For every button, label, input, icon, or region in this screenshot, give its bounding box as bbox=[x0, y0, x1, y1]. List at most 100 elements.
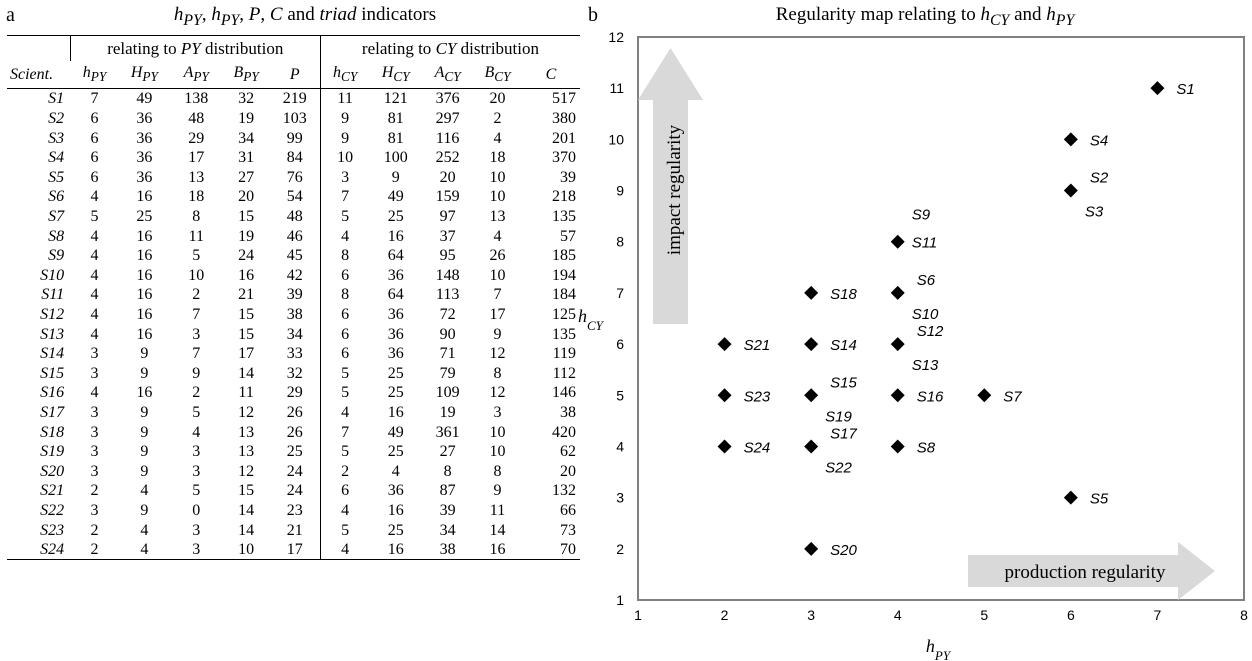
column-header: ACY bbox=[434, 64, 461, 85]
value-cell: 84 bbox=[286, 149, 303, 167]
value-cell: 4 bbox=[90, 306, 99, 324]
value-cell: 6 bbox=[90, 129, 99, 147]
table-row: S1 7 49 138 32 219 11 121 376 20 517 bbox=[7, 88, 580, 109]
value-cell: 32 bbox=[238, 90, 255, 108]
point-label: S21 bbox=[744, 337, 771, 354]
value-cell: 16 bbox=[238, 266, 255, 284]
value-cell: 116 bbox=[435, 129, 460, 147]
indicator-table-wrap: relating to PY distribution relating to … bbox=[7, 35, 580, 560]
value-cell: 14 bbox=[238, 501, 255, 519]
value-cell: 4 bbox=[90, 188, 99, 206]
value-cell: 219 bbox=[282, 90, 307, 108]
table-row: S11 4 16 2 21 39 8 64 113 7 184 bbox=[7, 285, 580, 305]
value-cell: 13 bbox=[238, 423, 255, 441]
value-cell: 3 bbox=[90, 501, 99, 519]
value-cell: 36 bbox=[387, 325, 404, 343]
value-cell: 38 bbox=[286, 306, 303, 324]
value-cell: 18 bbox=[489, 149, 506, 167]
value-cell: 7 bbox=[319, 422, 370, 442]
table-row: S15 3 9 9 14 32 5 25 79 8 112 bbox=[7, 363, 580, 384]
value-cell: 16 bbox=[136, 286, 153, 304]
point-label: S8 bbox=[917, 439, 936, 456]
value-cell: 16 bbox=[387, 227, 404, 245]
scientist-cell: S9 bbox=[48, 247, 65, 265]
value-cell: 9 bbox=[319, 108, 370, 129]
scientist-cell: S12 bbox=[40, 306, 65, 324]
scientist-cell: S2 bbox=[48, 110, 65, 128]
point-label: S23 bbox=[744, 388, 771, 405]
point-label: S24 bbox=[744, 439, 771, 456]
value-cell: 38 bbox=[439, 541, 456, 559]
value-cell: 5 bbox=[319, 520, 370, 540]
x-tick-label: 2 bbox=[721, 607, 729, 623]
point-label: S7 bbox=[1003, 388, 1022, 405]
value-cell: 25 bbox=[387, 208, 404, 226]
data-point-s8 bbox=[890, 439, 905, 454]
point-label: S16 bbox=[917, 388, 944, 405]
value-cell: 7 bbox=[192, 306, 201, 324]
y-tick-label: 11 bbox=[609, 80, 624, 96]
point-label: S11 bbox=[912, 235, 938, 252]
value-cell: 2 bbox=[192, 384, 201, 402]
value-cell: 12 bbox=[238, 462, 255, 480]
value-cell: 6 bbox=[319, 343, 370, 364]
point-label: S19 bbox=[825, 408, 852, 425]
scientist-cell: S17 bbox=[40, 403, 65, 421]
value-cell: 36 bbox=[387, 345, 404, 363]
scientist-cell: S19 bbox=[40, 443, 65, 461]
value-cell: 17 bbox=[188, 149, 205, 167]
value-cell: 20 bbox=[560, 462, 576, 480]
value-cell: 5 bbox=[319, 363, 370, 384]
value-cell: 36 bbox=[136, 168, 153, 186]
value-cell: 10 bbox=[489, 188, 506, 206]
indicator-table: relating to PY distribution relating to … bbox=[7, 35, 580, 560]
x-tick-label: 6 bbox=[1067, 607, 1075, 623]
value-cell: 4 bbox=[319, 500, 370, 521]
value-cell: 24 bbox=[286, 482, 303, 500]
value-cell: 62 bbox=[560, 443, 576, 461]
value-cell: 39 bbox=[560, 168, 576, 186]
value-cell: 7 bbox=[192, 345, 201, 363]
value-cell: 36 bbox=[136, 110, 153, 128]
value-cell: 29 bbox=[188, 129, 205, 147]
value-cell: 4 bbox=[90, 247, 99, 265]
point-label: S5 bbox=[1090, 491, 1109, 508]
scientist-cell: S10 bbox=[40, 266, 65, 284]
data-point-s2-s3 bbox=[1063, 183, 1078, 198]
point-label: S14 bbox=[830, 337, 857, 354]
value-cell: 14 bbox=[238, 521, 255, 539]
value-cell: 10 bbox=[319, 147, 370, 168]
value-cell: 361 bbox=[435, 423, 460, 441]
value-cell: 3 bbox=[90, 364, 99, 382]
value-cell: 9 bbox=[493, 325, 502, 343]
value-cell: 9 bbox=[140, 462, 149, 480]
value-cell: 8 bbox=[319, 285, 370, 305]
value-cell: 9 bbox=[192, 364, 201, 382]
value-cell: 7 bbox=[319, 187, 370, 207]
value-cell: 24 bbox=[286, 462, 303, 480]
value-cell: 32 bbox=[286, 364, 303, 382]
value-cell: 132 bbox=[552, 482, 576, 500]
value-cell: 71 bbox=[439, 345, 456, 363]
value-cell: 9 bbox=[391, 168, 400, 186]
value-cell: 6 bbox=[90, 110, 99, 128]
value-cell: 517 bbox=[552, 90, 576, 108]
value-cell: 4 bbox=[90, 286, 99, 304]
scientist-cell: S7 bbox=[48, 208, 65, 226]
data-point-s20 bbox=[804, 541, 819, 556]
value-cell: 54 bbox=[286, 188, 303, 206]
value-cell: 5 bbox=[192, 403, 201, 421]
value-cell: 15 bbox=[238, 325, 255, 343]
value-cell: 27 bbox=[439, 443, 456, 461]
value-cell: 66 bbox=[560, 501, 576, 519]
value-cell: 33 bbox=[286, 345, 303, 363]
point-label: S12 bbox=[917, 323, 944, 340]
value-cell: 25 bbox=[387, 364, 404, 382]
point-label: S2 bbox=[1090, 170, 1109, 187]
value-cell: 420 bbox=[552, 423, 576, 441]
value-cell: 16 bbox=[136, 247, 153, 265]
column-header: P bbox=[289, 66, 300, 84]
value-cell: 49 bbox=[387, 188, 404, 206]
value-cell: 16 bbox=[136, 325, 153, 343]
scientist-cell: S14 bbox=[40, 345, 65, 363]
